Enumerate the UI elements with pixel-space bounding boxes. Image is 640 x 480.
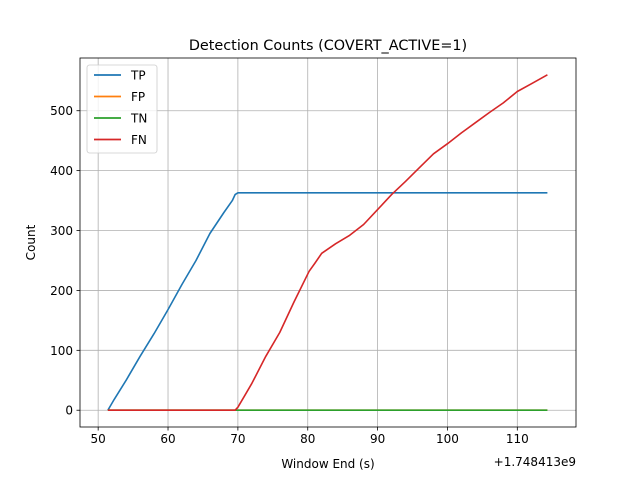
y-tick-label: 500 (50, 104, 73, 118)
x-tick-label: 90 (370, 432, 385, 446)
legend-label-tn: TN (130, 112, 147, 126)
plot-frame (79, 57, 577, 428)
series-lines (107, 74, 548, 412)
x-tick-label: 70 (230, 432, 245, 446)
x-tick-label: 50 (91, 432, 106, 446)
series-line-fn (107, 74, 548, 412)
x-axis-label: Window End (s) (281, 457, 374, 471)
x-axis-offset-label: +1.748413e9 (494, 455, 576, 469)
legend-label-fp: FP (131, 90, 145, 104)
series-line-tp (107, 192, 548, 411)
legend-box (86, 64, 158, 154)
y-tick-label: 400 (50, 164, 73, 178)
legend-label-tp: TP (130, 69, 146, 83)
y-tick-label: 300 (50, 224, 73, 238)
y-tick-label: 200 (50, 284, 73, 298)
y-tick-label: 100 (50, 344, 73, 358)
x-tick-label: 80 (300, 432, 315, 446)
y-tick-label: 0 (65, 404, 73, 418)
x-tick-label: 110 (506, 432, 529, 446)
x-tick-label: 100 (436, 432, 459, 446)
legend: TP FP TN FN (86, 64, 158, 154)
x-tick-label: 60 (160, 432, 175, 446)
legend-label-fn: FN (131, 133, 147, 147)
y-axis-label: Count (24, 224, 38, 260)
axis-ticks: 50 60 70 80 90 100 110 0 100 200 300 400 500 (50, 104, 529, 446)
chart-title: Detection Counts (COVERT_ACTIVE=1) (189, 38, 467, 54)
